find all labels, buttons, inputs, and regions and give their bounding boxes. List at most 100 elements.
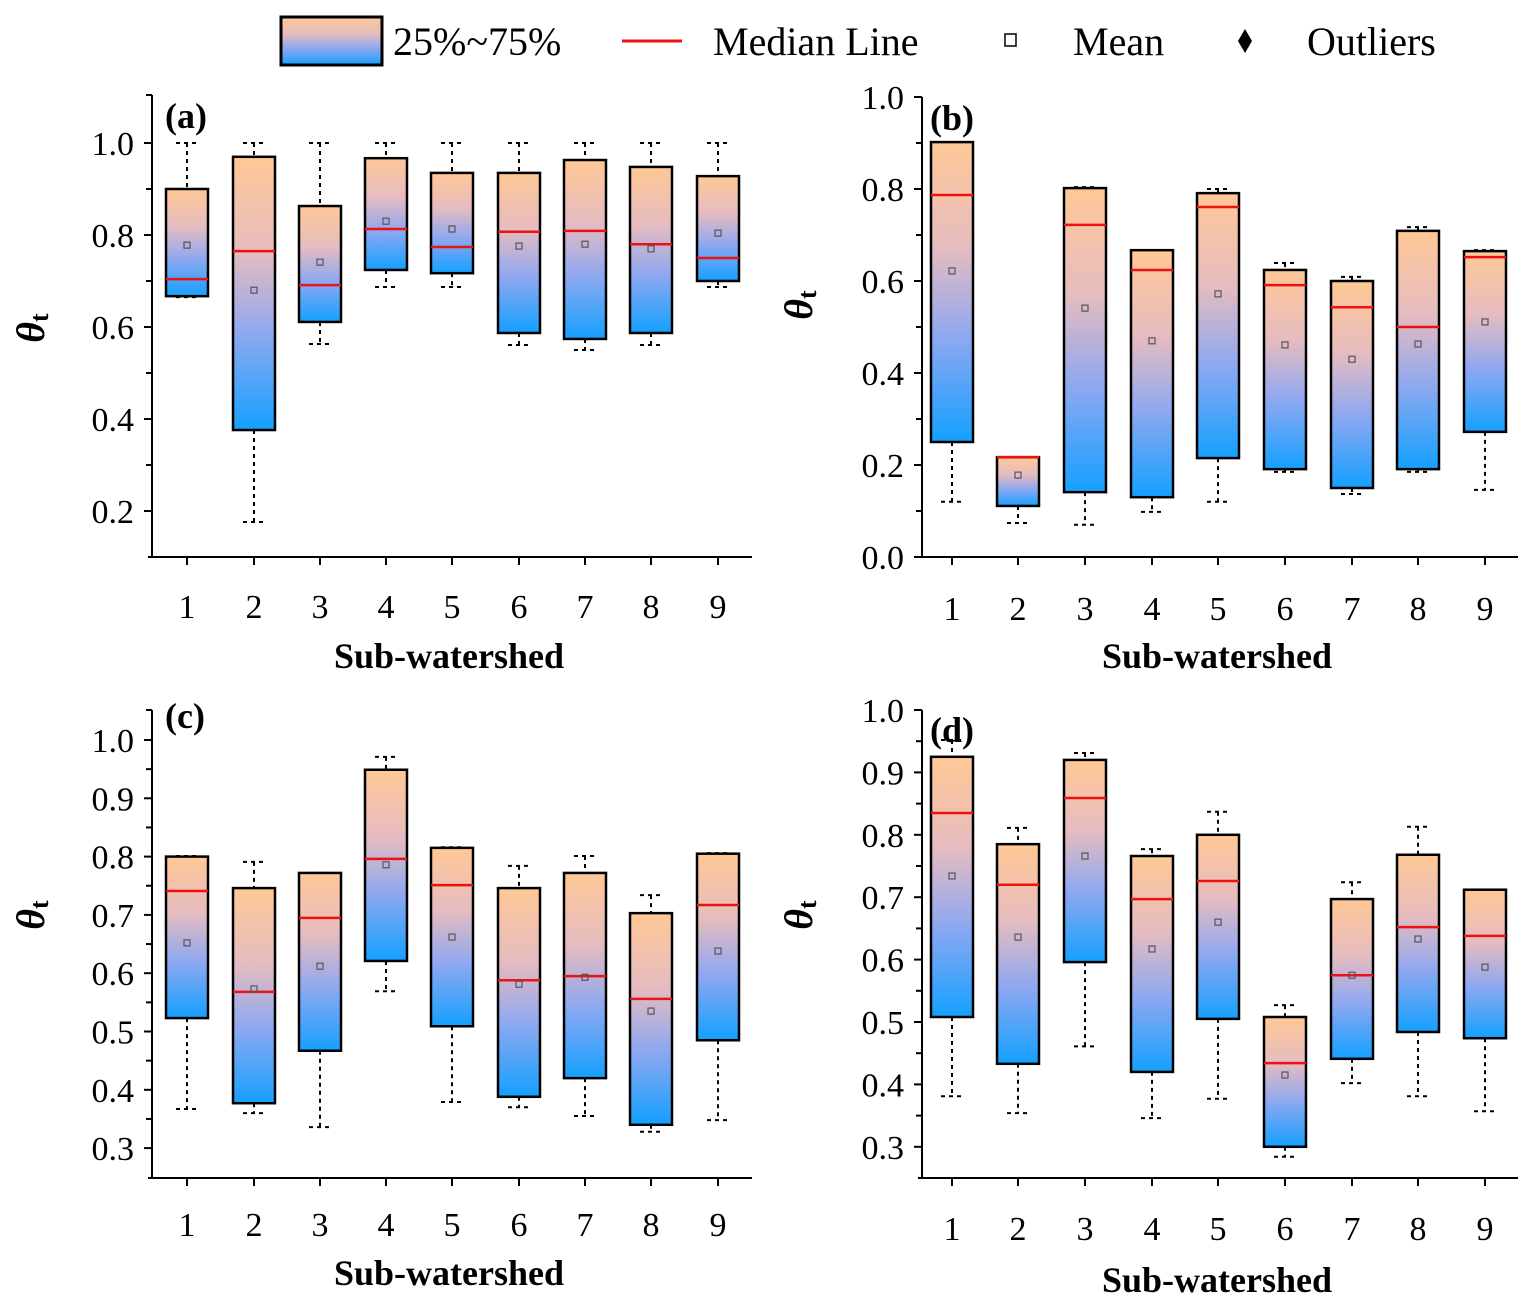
mean-marker — [1281, 341, 1289, 349]
mean-marker — [714, 947, 722, 955]
y-tick-label: 0.0 — [862, 540, 905, 577]
x-tick-label: 3 — [1077, 591, 1094, 628]
mean-marker — [515, 980, 523, 988]
x-tick-label: 9 — [1477, 1211, 1494, 1248]
box-8 — [628, 142, 674, 346]
x-tick-label: 5 — [444, 589, 461, 626]
iqr-box — [995, 842, 1041, 1066]
y-tick-label: 0.9 — [862, 755, 905, 792]
y-tick-label: 0.5 — [92, 1015, 135, 1052]
panel-label: (d) — [930, 710, 974, 750]
panel-label: (b) — [930, 98, 974, 138]
y-tick-label: 0.7 — [92, 898, 135, 935]
mean-marker — [382, 861, 390, 869]
box-7 — [1329, 881, 1375, 1085]
box-4 — [363, 142, 409, 288]
y-tick-label: 0.4 — [92, 1073, 135, 1110]
legend: 25%~75% Median Line Mean Outliers — [279, 15, 1436, 67]
y-axis-title-subscript: t — [793, 290, 822, 299]
box-7 — [1329, 275, 1375, 495]
y-tick-label: 0.8 — [862, 818, 905, 855]
x-tick-label: 6 — [1277, 591, 1294, 628]
box-3 — [1062, 186, 1108, 526]
panel-label: (a) — [165, 96, 207, 136]
x-tick-label: 4 — [1144, 1211, 1161, 1248]
box-9 — [1462, 249, 1508, 491]
mean-marker — [1148, 945, 1156, 953]
box-9 — [695, 142, 741, 288]
mean-marker — [1081, 852, 1089, 860]
box-4 — [1129, 248, 1175, 513]
x-tick-label: 4 — [378, 1207, 395, 1244]
iqr-box — [1329, 897, 1375, 1061]
box-6 — [1262, 262, 1308, 473]
x-tick-label: 1 — [179, 1207, 196, 1244]
iqr-box — [1462, 249, 1508, 434]
mean-marker — [1214, 918, 1222, 926]
legend-mean-swatch — [1004, 33, 1017, 47]
legend-box-swatch — [279, 15, 384, 67]
mean-marker — [1214, 290, 1222, 298]
x-tick-label: 2 — [246, 589, 263, 626]
y-tick-label: 1.0 — [862, 693, 905, 730]
x-tick-label: 9 — [1477, 591, 1494, 628]
box-8 — [1395, 825, 1441, 1098]
x-tick-label: 9 — [710, 589, 727, 626]
x-axis-title: Sub-watershed — [1102, 636, 1332, 676]
x-tick-label: 1 — [944, 591, 961, 628]
x-tick-label: 5 — [1210, 1211, 1227, 1248]
x-tick-label: 9 — [710, 1207, 727, 1244]
box-7 — [562, 142, 608, 351]
x-tick-label: 1 — [944, 1211, 961, 1248]
legend-mean-label: Mean — [1073, 19, 1164, 64]
x-tick-label: 8 — [1410, 1211, 1427, 1248]
mean-marker — [183, 241, 191, 249]
mean-marker — [1148, 337, 1156, 345]
x-tick-label: 2 — [1010, 591, 1027, 628]
y-tick-label: 1.0 — [92, 723, 135, 760]
panel-label: (c) — [165, 696, 205, 736]
box-6 — [496, 864, 542, 1109]
mean-marker — [581, 973, 589, 981]
panel-c: 0.3 0.4 0.5 0.6 0.7 0.8 0.9 1.0 1 2 3 4 5 6 7 8 9 Sub-wat… — [8, 696, 752, 1293]
y-tick-label: 0.2 — [862, 448, 905, 485]
iqr-box — [1395, 229, 1441, 471]
mean-marker — [647, 1007, 655, 1015]
mean-marker — [948, 872, 956, 880]
mean-marker — [1348, 355, 1356, 363]
x-axis-title: Sub-watershed — [334, 636, 564, 676]
y-axis-title: θt — [8, 313, 54, 343]
x-tick-label: 7 — [577, 1207, 594, 1244]
box-1 — [164, 142, 210, 299]
mean-marker — [250, 985, 258, 993]
y-tick-label: 0.4 — [862, 356, 905, 393]
box-3 — [1062, 752, 1108, 1048]
iqr-box — [929, 755, 975, 1019]
x-tick-label: 2 — [1010, 1211, 1027, 1248]
iqr-box — [297, 871, 343, 1052]
y-axis-title-subscript: t — [25, 313, 54, 322]
x-tick-label: 7 — [1344, 1211, 1361, 1248]
x-tick-label: 5 — [1210, 591, 1227, 628]
box-8 — [628, 894, 674, 1133]
mean-marker — [1014, 933, 1022, 941]
box-4 — [363, 755, 409, 993]
iqr-box — [164, 855, 210, 1020]
box-7 — [562, 855, 608, 1118]
box-3 — [297, 142, 343, 346]
y-axis-title: θt — [8, 900, 54, 930]
mean-marker — [316, 962, 324, 970]
y-tick-label: 0.5 — [862, 1005, 905, 1042]
iqr-box — [1262, 1015, 1308, 1149]
y-axis-title-symbol: θ — [776, 909, 821, 930]
mean-marker — [515, 242, 523, 250]
box-2 — [995, 455, 1041, 524]
y-tick-label: 0.4 — [862, 1067, 905, 1104]
x-tick-label: 7 — [577, 589, 594, 626]
box-1 — [164, 855, 210, 1111]
box-1 — [929, 140, 975, 503]
iqr-box — [1195, 191, 1241, 460]
x-tick-label: 8 — [643, 589, 660, 626]
box-4 — [1129, 848, 1175, 1120]
